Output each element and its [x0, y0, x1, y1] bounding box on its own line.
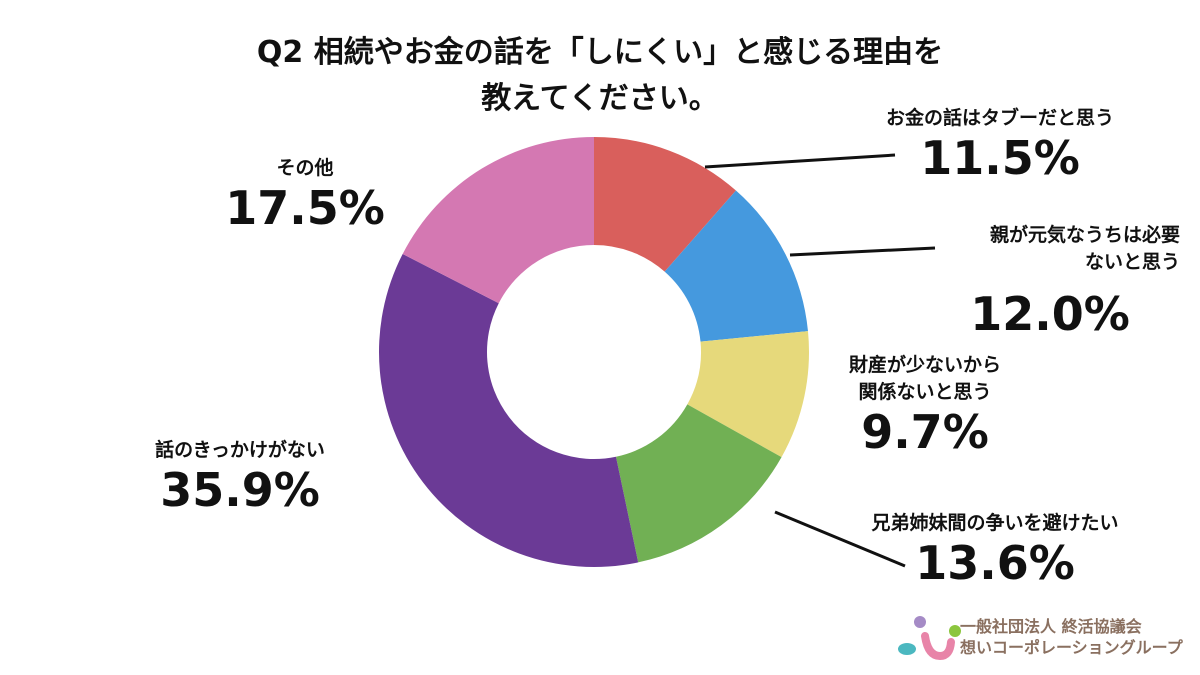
slice-value: 9.7% — [861, 405, 989, 459]
logo-line-1: 一般社団法人 終活協議会 — [960, 617, 1142, 636]
title-line-2: 教えてください。 — [481, 81, 719, 116]
slice-label: ないと思う — [1084, 251, 1180, 273]
slice-3 — [615, 404, 782, 563]
label-no-chance: 話のきっかけがない 35.9% — [120, 437, 360, 516]
slice-4 — [378, 253, 639, 567]
slice-label: お金の話はタブーだと思う — [885, 107, 1114, 129]
slice-2 — [687, 331, 810, 458]
slice-value: 12.0% — [970, 287, 1130, 341]
label-parents: 親が元気なうちは必要 ないと思う — [990, 222, 1180, 276]
slice-label: 兄弟姉妹間の争いを避けたい — [871, 512, 1119, 534]
slice-label: 親が元気なうちは必要 — [989, 224, 1180, 246]
slice-label: 関係ないと思う — [858, 381, 992, 403]
slice-value: 35.9% — [160, 463, 320, 517]
slice-value: 17.5% — [225, 181, 385, 235]
title-line-1: Q2 相続やお金の話を「しにくい」と感じる理由を — [256, 35, 944, 70]
label-assets: 財産が少ないから 関係ないと思う 9.7% — [800, 352, 1050, 458]
slice-label: その他 — [276, 157, 334, 179]
leader-line — [774, 510, 906, 568]
logo-text: 一般社団法人 終活協議会 想いコーポレーショングループ — [960, 616, 1183, 658]
leader-line — [704, 153, 896, 169]
label-other: その他 17.5% — [210, 155, 400, 234]
slice-1 — [664, 190, 808, 342]
leader-line — [789, 246, 936, 257]
slice-0 — [594, 137, 736, 272]
label-siblings: 兄弟姉妹間の争いを避けたい 13.6% — [830, 510, 1160, 589]
logo-line-2: 想いコーポレーショングループ — [960, 638, 1183, 657]
slice-5 — [402, 137, 594, 304]
slice-label: 話のきっかけがない — [155, 439, 325, 461]
label-taboo: お金の話はタブーだと思う 11.5% — [830, 105, 1170, 184]
slice-value: 11.5% — [920, 131, 1080, 185]
chart-title: Q2 相続やお金の話を「しにくい」と感じる理由を 教えてください。 — [0, 30, 1200, 122]
slice-value: 13.6% — [915, 536, 1075, 590]
slice-label: 財産が少ないから — [848, 354, 1001, 376]
